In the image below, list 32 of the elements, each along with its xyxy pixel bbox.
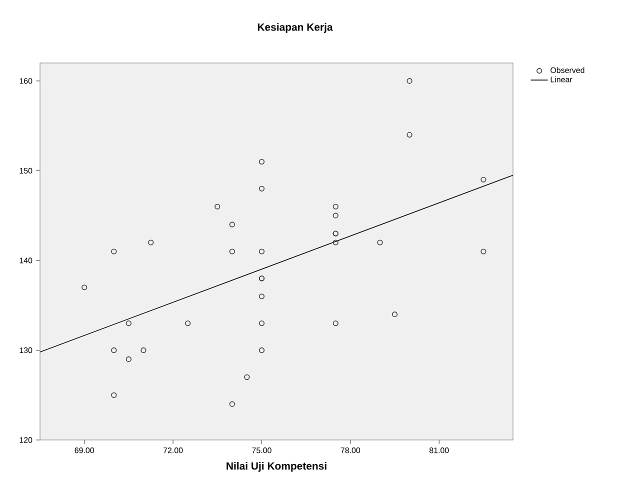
point bbox=[258, 294, 265, 300]
point bbox=[214, 204, 220, 210]
point bbox=[258, 248, 265, 254]
point bbox=[332, 204, 338, 210]
point bbox=[229, 248, 235, 254]
point bbox=[392, 312, 398, 318]
point bbox=[332, 212, 338, 218]
point bbox=[258, 158, 265, 165]
point bbox=[332, 320, 338, 326]
chart-title: Kesiapan Kerja bbox=[258, 23, 333, 33]
point bbox=[480, 176, 486, 182]
point bbox=[406, 132, 412, 138]
point bbox=[148, 240, 154, 246]
point bbox=[258, 186, 265, 192]
point bbox=[406, 78, 412, 84]
point bbox=[377, 240, 383, 246]
point bbox=[258, 347, 265, 354]
point bbox=[111, 392, 117, 398]
point bbox=[229, 401, 235, 407]
point bbox=[126, 356, 132, 362]
point bbox=[111, 347, 117, 354]
point bbox=[258, 320, 265, 326]
point bbox=[126, 320, 132, 326]
point bbox=[332, 240, 338, 246]
x-axis-title: Nilai Uji Kompetensi bbox=[226, 462, 326, 472]
point bbox=[82, 284, 88, 290]
point bbox=[140, 347, 146, 354]
point bbox=[480, 248, 486, 254]
point bbox=[229, 222, 235, 228]
point bbox=[185, 320, 191, 326]
point bbox=[111, 248, 117, 254]
point bbox=[244, 374, 250, 380]
